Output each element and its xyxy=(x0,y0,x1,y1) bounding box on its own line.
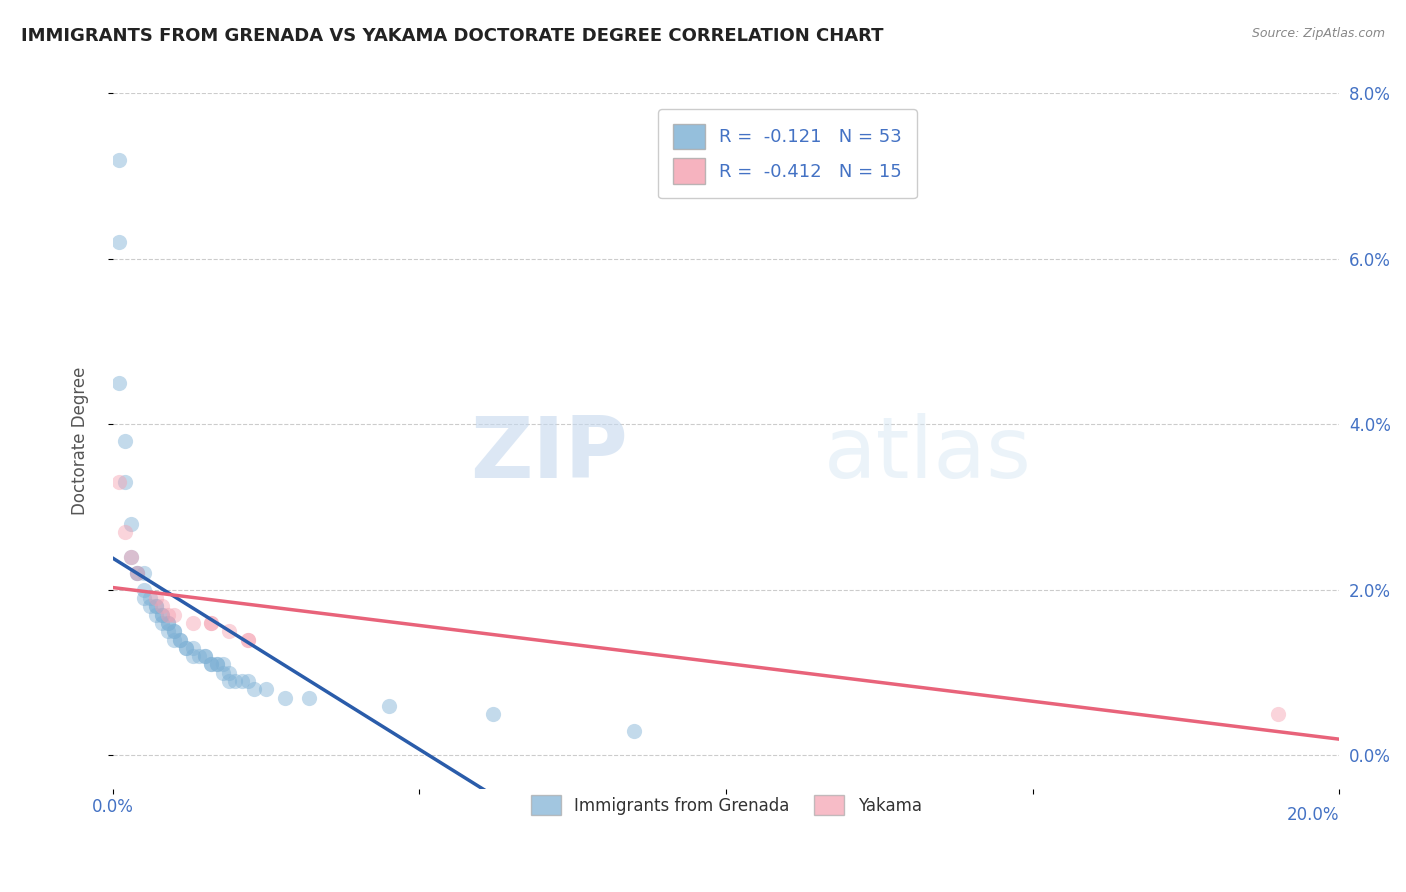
Point xyxy=(150,615,173,630)
Point xyxy=(181,615,204,630)
Point xyxy=(145,607,167,622)
Point xyxy=(132,566,155,581)
Point xyxy=(212,665,235,680)
Point xyxy=(176,640,198,655)
Point xyxy=(212,657,235,672)
Point xyxy=(114,475,136,490)
Point xyxy=(218,673,240,688)
Point xyxy=(145,591,167,606)
Point xyxy=(205,657,228,672)
Point xyxy=(169,632,191,647)
Legend: Immigrants from Grenada, Yakama: Immigrants from Grenada, Yakama xyxy=(524,789,928,822)
Point xyxy=(482,707,505,722)
Point xyxy=(127,566,149,581)
Point xyxy=(236,632,259,647)
Point xyxy=(108,153,131,167)
Point xyxy=(176,640,198,655)
Point xyxy=(181,640,204,655)
Point xyxy=(114,434,136,448)
Point xyxy=(623,723,645,738)
Point xyxy=(138,599,160,614)
Point xyxy=(120,549,142,564)
Point xyxy=(236,673,259,688)
Point xyxy=(114,524,136,539)
Point xyxy=(150,599,173,614)
Point xyxy=(254,682,277,697)
Y-axis label: Doctorate Degree: Doctorate Degree xyxy=(72,367,89,516)
Point xyxy=(108,235,131,250)
Point xyxy=(132,591,155,606)
Point xyxy=(218,665,240,680)
Point xyxy=(273,690,295,705)
Point xyxy=(200,615,222,630)
Point xyxy=(132,582,155,597)
Point xyxy=(231,673,253,688)
Point xyxy=(157,624,180,639)
Point xyxy=(157,607,180,622)
Point xyxy=(150,607,173,622)
Point xyxy=(138,591,160,606)
Point xyxy=(181,649,204,664)
Point xyxy=(127,566,149,581)
Point xyxy=(127,566,149,581)
Point xyxy=(108,475,131,490)
Point xyxy=(187,649,209,664)
Point xyxy=(163,607,186,622)
Point xyxy=(200,657,222,672)
Point xyxy=(120,549,142,564)
Point xyxy=(194,649,217,664)
Point xyxy=(205,657,228,672)
Text: IMMIGRANTS FROM GRENADA VS YAKAMA DOCTORATE DEGREE CORRELATION CHART: IMMIGRANTS FROM GRENADA VS YAKAMA DOCTOR… xyxy=(21,27,883,45)
Text: ZIP: ZIP xyxy=(470,413,628,496)
Point xyxy=(145,599,167,614)
Point xyxy=(145,599,167,614)
Point xyxy=(108,376,131,390)
Point xyxy=(200,657,222,672)
Point xyxy=(150,607,173,622)
Point xyxy=(224,673,246,688)
Point xyxy=(120,516,142,531)
Point xyxy=(194,649,217,664)
Point xyxy=(163,624,186,639)
Point xyxy=(1267,707,1289,722)
Text: 20.0%: 20.0% xyxy=(1286,805,1340,824)
Point xyxy=(157,615,180,630)
Text: Source: ZipAtlas.com: Source: ZipAtlas.com xyxy=(1251,27,1385,40)
Point xyxy=(163,632,186,647)
Point xyxy=(298,690,321,705)
Point xyxy=(378,698,401,713)
Point xyxy=(200,615,222,630)
Point xyxy=(157,615,180,630)
Point xyxy=(236,632,259,647)
Point xyxy=(218,624,240,639)
Point xyxy=(243,682,266,697)
Point xyxy=(169,632,191,647)
Text: atlas: atlas xyxy=(824,413,1032,496)
Point xyxy=(163,624,186,639)
